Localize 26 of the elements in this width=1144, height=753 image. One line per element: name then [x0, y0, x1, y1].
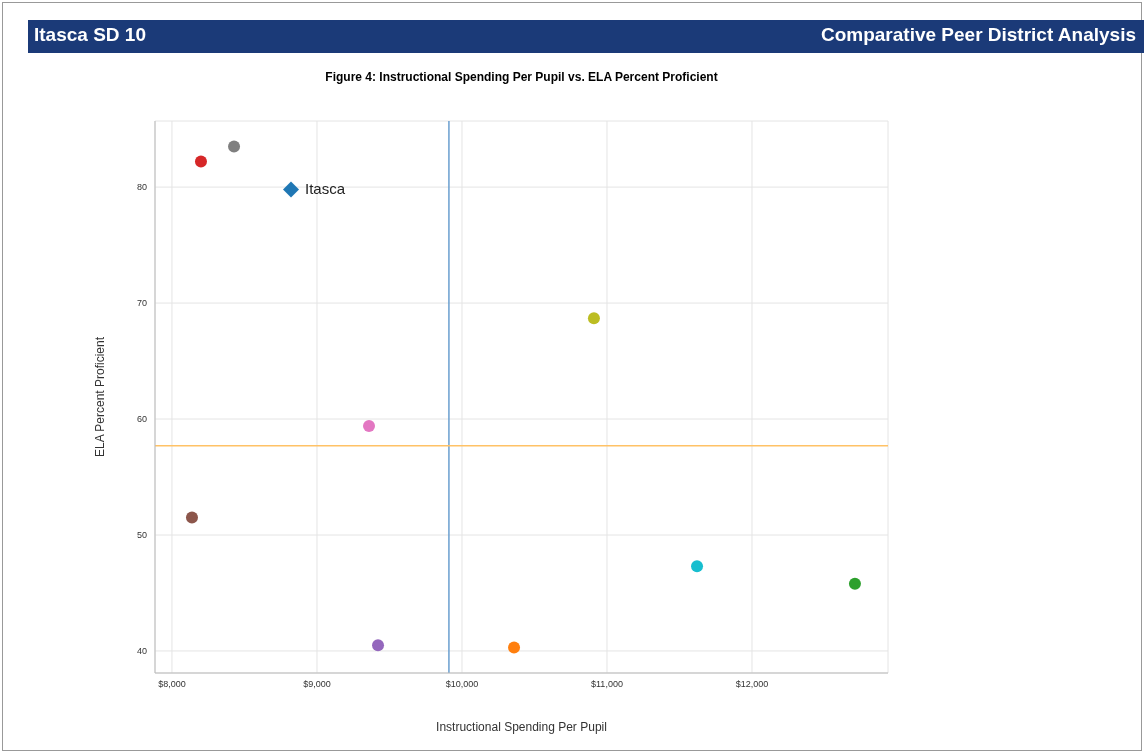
point — [372, 639, 385, 652]
point — [508, 641, 521, 654]
x-tick-label: $10,000 — [445, 679, 479, 690]
point — [194, 155, 207, 168]
x-tick-label: $8,000 — [158, 679, 186, 690]
x-tick-label: $11,000 — [591, 679, 623, 690]
y-tick-label: 80 — [136, 182, 147, 193]
point — [185, 511, 198, 524]
point — [587, 312, 600, 325]
point — [363, 419, 376, 432]
x-tick-label: $9,000 — [303, 679, 331, 690]
point — [691, 560, 704, 573]
text: Itasca SD 10 — [34, 24, 146, 46]
x-tick-label: $12,000 — [735, 679, 769, 690]
point — [283, 181, 300, 198]
y-tick-label: 40 — [136, 646, 147, 657]
point — [848, 577, 861, 590]
y-tick-label: 60 — [136, 414, 147, 425]
point — [228, 140, 241, 153]
y-tick-label: 70 — [136, 298, 147, 309]
text: Comparative Peer District Analysis — [820, 24, 1136, 46]
chart-title: Figure 4: Instructional Spending Per Pupil vs. ELA Percent Proficient — [324, 70, 719, 84]
series-label: Itasca — [305, 180, 346, 198]
x-axis-title: Instructional Spending Per Pupil — [435, 720, 608, 734]
y-axis-title: ELA Percent Proficient — [93, 336, 107, 458]
y-tick-label: 50 — [136, 530, 147, 541]
